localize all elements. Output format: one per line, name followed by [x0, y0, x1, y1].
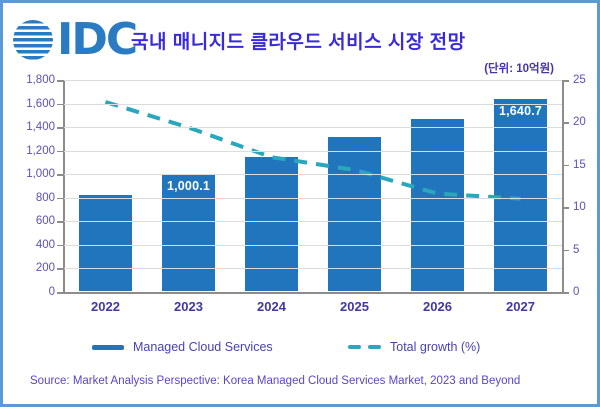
y-axis-right-labels: 0 5 10 15 20 25	[573, 74, 597, 298]
left-tick	[57, 103, 63, 106]
gridline	[64, 244, 562, 246]
legend-item-bar: Managed Cloud Services	[92, 337, 273, 357]
gridline	[64, 127, 562, 129]
chart-title: 국내 매니지드 클라우드 서비스 시장 전망	[131, 32, 466, 53]
bar-2023: 1,000.1	[162, 174, 215, 291]
left-tick	[57, 268, 63, 270]
x-axis-labels: 2022 2023 2024 2025 2026 2027	[64, 299, 562, 317]
x-axis-label-2026: 2026	[423, 299, 452, 314]
plot-area: 1,000.1 1,640.7	[57, 80, 569, 294]
gridline	[64, 103, 562, 105]
bar-value-label: 1,640.7	[498, 103, 543, 118]
left-tick	[57, 244, 63, 247]
left-tick-label: 200	[35, 262, 55, 275]
x-axis-label-2024: 2024	[257, 299, 286, 314]
right-tick	[563, 164, 569, 167]
left-tick-label: 1,600	[26, 97, 55, 110]
gridline	[64, 221, 562, 223]
right-tick	[563, 122, 569, 124]
left-axis-line	[63, 80, 65, 293]
left-tick	[57, 150, 63, 153]
legend: Managed Cloud Services Total growth (%)	[3, 337, 597, 357]
left-tick-label: 1,800	[26, 74, 55, 86]
idc-globe-icon	[13, 20, 53, 60]
source-note: Source: Market Analysis Perspective: Kor…	[30, 375, 521, 387]
right-axis-line	[562, 80, 564, 293]
right-tick-label: 0	[573, 286, 580, 298]
unit-label: (단위: 10억원)	[484, 63, 554, 75]
bar-value-label: 1,000.1	[166, 179, 211, 194]
gridline	[64, 268, 562, 270]
left-tick-label: 600	[35, 215, 55, 228]
bar-2026	[411, 118, 464, 291]
x-axis-label-2022: 2022	[91, 299, 120, 314]
growth-line	[104, 100, 521, 201]
left-tick	[57, 174, 63, 176]
x-axis-line	[63, 292, 563, 294]
gridline	[64, 150, 562, 152]
right-tick	[563, 292, 569, 294]
left-tick-label: 1,000	[26, 168, 55, 181]
left-tick-label: 800	[35, 191, 55, 204]
legend-bar-label: Managed Cloud Services	[133, 340, 273, 354]
left-tick	[57, 292, 63, 294]
x-axis-label-2023: 2023	[174, 299, 203, 314]
bar-swatch-icon	[92, 344, 124, 350]
idc-logo-text: IDC	[57, 14, 138, 65]
bar-2025	[328, 137, 381, 291]
right-tick-label: 20	[573, 116, 586, 129]
legend-item-line: Total growth (%)	[348, 337, 480, 357]
right-tick-label: 5	[573, 243, 580, 256]
dash-swatch-icon	[348, 344, 381, 350]
legend-line-label: Total growth (%)	[390, 340, 481, 354]
bar-2022	[79, 195, 132, 291]
right-tick	[563, 249, 569, 252]
right-tick-label: 15	[573, 158, 586, 171]
right-tick-label: 25	[573, 74, 586, 86]
right-tick	[563, 207, 569, 209]
right-tick-label: 10	[573, 201, 586, 214]
left-tick-label: 0	[48, 286, 55, 298]
gridline	[64, 197, 562, 199]
idc-logo: IDC	[13, 14, 138, 65]
growth-line-chart	[104, 100, 521, 201]
left-tick	[57, 80, 63, 82]
left-tick-label: 1,400	[26, 121, 55, 134]
left-tick	[57, 221, 63, 223]
left-tick	[57, 197, 63, 200]
x-axis-label-2027: 2027	[506, 299, 535, 314]
left-tick-label: 1,200	[26, 144, 55, 157]
gridline	[64, 80, 562, 81]
x-axis-label-2025: 2025	[340, 299, 369, 314]
y-axis-left-labels: 0 200 400 600 800 1,000 1,200 1,400 1,600 1,800	[3, 74, 55, 298]
left-tick	[57, 127, 63, 129]
gridline	[64, 174, 562, 176]
left-tick-label: 400	[35, 238, 55, 251]
right-tick	[563, 80, 569, 82]
bar-2027: 1,640.7	[494, 98, 547, 291]
